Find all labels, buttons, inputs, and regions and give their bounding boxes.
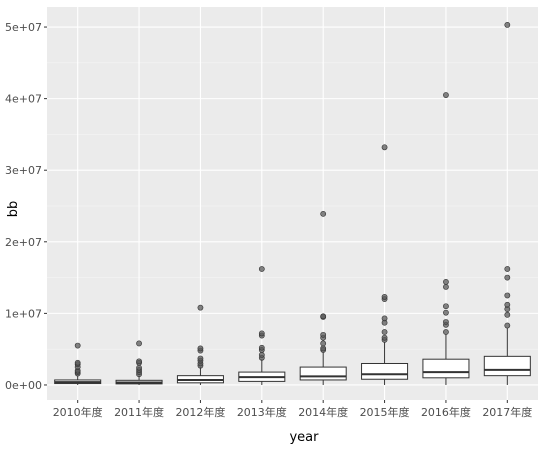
x-axis-title: year [289, 430, 319, 445]
boxes [54, 21, 531, 385]
box-group [422, 92, 470, 385]
box-group [115, 340, 163, 385]
outlier-point [381, 294, 388, 300]
y-tick-label: 3e+07 [5, 164, 42, 177]
outlier-point [136, 364, 142, 371]
box-group [238, 266, 286, 385]
outlier-point [443, 309, 449, 316]
outlier-point [320, 210, 327, 217]
x-axis-ticks: 2010年度 2011年度 2012年度 2013年度 2014年度 2015年度 2016… [53, 400, 532, 419]
outlier-point [197, 355, 204, 362]
outlier-point [74, 342, 81, 349]
outlier-point [443, 329, 449, 335]
x-tick-label: 2010年度 [53, 405, 103, 419]
outlier-point [443, 283, 449, 290]
x-tick-label: 2012年度 [175, 405, 225, 419]
x-tick-label: 2017年度 [482, 405, 532, 419]
outlier-point [258, 352, 265, 358]
outlier-point [504, 301, 511, 308]
outlier-point [381, 144, 388, 151]
x-tick-label: 2015年度 [360, 405, 410, 419]
outlier-point [443, 92, 449, 98]
outlier-point [320, 313, 327, 320]
plot-panel [47, 7, 538, 400]
outlier-point [504, 311, 511, 318]
y-tick-label: 1e+07 [5, 307, 42, 320]
y-axis-title: bb [6, 201, 21, 218]
x-tick-label: 2011年度 [114, 405, 164, 419]
outlier-point [320, 345, 327, 352]
box-group [176, 304, 224, 385]
outlier-point [504, 21, 511, 28]
box [422, 358, 470, 379]
box [483, 355, 531, 377]
outlier-point [136, 340, 142, 347]
y-tick-label: 0e+00 [5, 379, 42, 392]
y-tick-label: 2e+07 [5, 236, 42, 249]
x-tick-label: 2016年度 [421, 405, 471, 419]
outlier-point [258, 266, 265, 272]
outlier-point [381, 315, 388, 322]
gridlines [47, 7, 538, 400]
outlier-point [504, 292, 511, 299]
box-group [299, 210, 347, 385]
outlier-point [258, 330, 265, 337]
box-group [361, 144, 409, 385]
x-tick-label: 2013年度 [237, 405, 287, 419]
outlier-point [74, 359, 81, 366]
outlier-point [381, 329, 388, 335]
box-group [54, 342, 102, 385]
outlier-point [443, 319, 449, 325]
outlier-point [320, 340, 327, 347]
outlier-point [136, 358, 142, 365]
outlier-point [443, 303, 449, 310]
box [299, 366, 347, 381]
y-tick-label: 5e+07 [5, 21, 42, 34]
box [361, 362, 409, 380]
y-tick-label: 4e+07 [5, 93, 42, 106]
outlier-point [443, 278, 449, 285]
box-group [483, 21, 531, 385]
outlier-point [197, 304, 204, 311]
outlier-point [197, 345, 204, 352]
outlier-point [504, 322, 511, 329]
outlier-point [504, 266, 511, 272]
outlier-point [258, 344, 265, 351]
outlier-point [381, 334, 388, 341]
x-tick-label: 2014年度 [298, 405, 348, 419]
outlier-point [504, 274, 511, 281]
y-axis-ticks: 0e+00 1e+07 2e+07 3e+07 4e+07 5e+07 [5, 21, 47, 392]
outlier-point [320, 331, 327, 338]
